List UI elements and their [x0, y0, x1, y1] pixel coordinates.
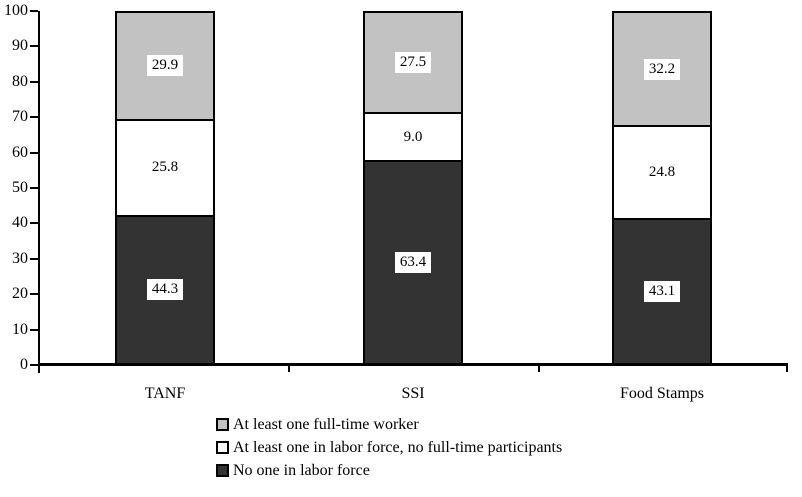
y-tick-label: 50 — [12, 179, 28, 196]
y-tick — [30, 257, 38, 260]
y-tick — [30, 10, 38, 12]
bar-segment: 63.4 — [365, 160, 461, 364]
value-label: 29.9 — [146, 55, 184, 77]
legend-label: No one in labor force — [233, 461, 370, 479]
value-label: 9.0 — [398, 126, 428, 148]
y-tick — [30, 151, 38, 154]
bar-segment: 43.1 — [614, 218, 710, 363]
y-tick-label: 80 — [12, 72, 28, 90]
value-label: 25.8 — [146, 157, 184, 179]
x-axis-tick — [288, 366, 290, 372]
y-tick-label: 20 — [12, 285, 28, 303]
legend-item: At least one full-time worker — [216, 413, 562, 436]
y-tick-label: 30 — [12, 249, 28, 267]
y-tick-label: 90 — [12, 37, 28, 55]
bar-segment: 29.9 — [117, 13, 213, 119]
bar-ssi: 27.5 9.0 63.4 — [363, 11, 463, 365]
y-tick — [30, 293, 38, 296]
bar-segment: 32.2 — [614, 13, 710, 126]
legend: At least one full-time worker At least o… — [216, 413, 562, 482]
y-tick-label: 0 — [20, 356, 28, 373]
bar-segment: 9.0 — [365, 111, 461, 161]
legend-label: At least one in labor force, no full-tim… — [233, 438, 563, 456]
legend-swatch-full-time-worker — [216, 418, 229, 431]
legend-item: At least one in labor force, no full-tim… — [216, 436, 562, 459]
legend-item: No one in labor force — [216, 459, 562, 482]
y-tick-label: 10 — [12, 320, 28, 338]
y-tick — [30, 364, 38, 366]
value-label: 44.3 — [146, 279, 184, 301]
legend-swatch-no-one-labor-force — [216, 464, 229, 477]
legend-swatch-labor-force-no-full-time — [216, 441, 229, 454]
bar-segment: 24.8 — [614, 125, 710, 219]
y-tick — [30, 80, 38, 83]
x-axis-tick — [538, 366, 540, 372]
bar-segment: 27.5 — [365, 13, 461, 112]
y-tick-label: 100 — [4, 2, 28, 19]
y-tick-label: 60 — [12, 143, 28, 161]
bar-segment: 44.3 — [117, 214, 213, 363]
category-label-food-stamps: Food Stamps — [619, 385, 705, 402]
y-tick — [30, 187, 38, 189]
y-tick — [30, 116, 38, 119]
bar-food-stamps: 32.2 24.8 43.1 — [612, 11, 712, 365]
value-label: 24.8 — [643, 162, 681, 184]
category-label-ssi: SSI — [401, 385, 425, 402]
bar-tanf: 29.9 25.8 44.3 — [115, 11, 215, 365]
bar-segment: 25.8 — [117, 118, 213, 215]
y-tick-label: 40 — [12, 214, 28, 232]
value-label: 32.2 — [643, 58, 681, 80]
y-tick — [30, 45, 38, 48]
value-label: 43.1 — [643, 281, 681, 303]
x-axis-tick — [786, 363, 788, 372]
value-label: 63.4 — [394, 252, 432, 274]
legend-label: At least one full-time worker — [233, 415, 419, 433]
category-label-tanf: TANF — [144, 385, 186, 402]
y-tick — [30, 222, 38, 225]
y-axis-line — [38, 11, 40, 373]
value-label: 27.5 — [394, 51, 432, 73]
y-tick — [30, 328, 38, 331]
y-tick-label: 70 — [12, 108, 28, 126]
